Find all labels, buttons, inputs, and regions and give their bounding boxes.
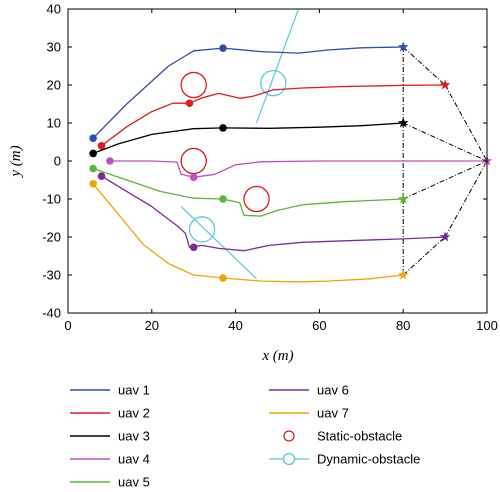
trajectory-1-end-star (397, 41, 409, 52)
legend-entry-uav-4: uav 4 (70, 452, 150, 467)
legend-entry-uav-5-label: uav 5 (118, 475, 150, 490)
trajectory-4-marker-1 (189, 173, 198, 182)
legend-entry-uav-6: uav 6 (269, 383, 349, 398)
y-tick-label-0: -40 (42, 306, 61, 321)
static-obstacle-1 (180, 147, 207, 175)
legend-entry-dynamic-obstacle-swatch (282, 452, 296, 466)
x-tick-label-5: 100 (476, 318, 498, 333)
dynamic-obstacle-path-0 (255, 8, 300, 124)
trajectory-3-end-star (397, 117, 409, 128)
trajectory-3 (92, 122, 404, 155)
y-axis-label: y (m) (8, 145, 24, 178)
trajectory-1-marker-1 (219, 44, 227, 52)
formation-link-7 (402, 236, 446, 276)
trajectory-5-marker-0 (89, 164, 97, 173)
trajectory-3-marker-1 (219, 124, 227, 132)
legend-entry-static-obstacle-label: Static-obstacle (317, 429, 402, 444)
trajectory-4 (109, 160, 487, 178)
x-tick-label-2: 40 (228, 318, 242, 333)
legend-entry-dynamic-obstacle-label: Dynamic-obstacle (317, 452, 420, 467)
legend-entry-uav-4-label: uav 4 (118, 452, 150, 467)
legend-entry-uav-1: uav 1 (70, 383, 150, 398)
static-obstacle-2 (243, 185, 270, 213)
plot-layer (89, 8, 493, 283)
x-axis-label: x (m) (261, 348, 293, 364)
formation-link-8 (444, 160, 488, 238)
legend: uav 1 uav 2 uav 3 uav 4 uav 5 uav 6 uav 7 Stati… (70, 383, 420, 490)
trajectory-7-marker-1 (219, 274, 227, 282)
y-tick-label-5: 10 (47, 116, 61, 131)
formation-link-3 (402, 46, 446, 86)
trajectory-1-marker-0 (89, 134, 97, 142)
legend-entry-uav-1-label: uav 1 (118, 383, 150, 398)
trajectory-2-marker-1 (185, 99, 194, 108)
trajectory-4-marker-0 (106, 157, 114, 165)
legend-entry-uav-2-label: uav 2 (118, 406, 150, 421)
static-obstacle-0 (180, 71, 207, 99)
legend-entry-static-obstacle: Static-obstacle (283, 429, 402, 444)
y-tick-label-8: 40 (47, 2, 61, 17)
legend-entry-uav-3-label: uav 3 (118, 429, 150, 444)
trajectory-3-marker-0 (89, 149, 97, 158)
legend-entry-dynamic-obstacle: Dynamic-obstacle (269, 452, 420, 467)
legend-entry-uav-3: uav 3 (70, 429, 150, 444)
legend-entry-uav-6-label: uav 6 (317, 383, 349, 398)
formation-link-4 (444, 84, 488, 162)
formation-link-5 (402, 122, 488, 162)
trajectory-7-marker-0 (89, 180, 97, 188)
y-tick-label-2: -20 (42, 230, 61, 245)
dynamic-obstacle-1 (188, 216, 216, 243)
trajectory-7-end-star (397, 269, 409, 280)
dynamic-obstacle-0 (260, 69, 287, 97)
legend-entry-uav-5: uav 5 (70, 475, 150, 490)
y-tick-label-7: 30 (47, 40, 61, 55)
y-tick-label-4: 0 (54, 154, 61, 169)
x-tick-label-0: 0 (64, 318, 71, 333)
legend-entry-static-obstacle-swatch (283, 430, 295, 442)
trajectory-6-end-star (439, 231, 451, 242)
y-tick-label-1: -30 (42, 268, 61, 283)
formation-link-6 (402, 160, 488, 200)
legend-entry-uav-7-label: uav 7 (317, 406, 349, 421)
trajectory-6-marker-1 (189, 243, 198, 252)
trajectory-6-marker-0 (97, 172, 106, 180)
x-tick-label-4: 80 (396, 318, 410, 333)
y-tick-label-3: -10 (42, 192, 61, 207)
trajectory-6 (101, 175, 446, 252)
dynamic-obstacle-path-1 (180, 206, 257, 280)
trajectory-5-end-star (397, 193, 409, 204)
legend-entry-uav-2: uav 2 (70, 406, 150, 421)
axis-layer: 0 20 40 60 80 100 -40 -30 -20 -10 0 10 20 30 40 (42, 2, 498, 334)
y-tick-label-6: 20 (47, 78, 61, 93)
x-tick-label-1: 20 (145, 318, 159, 333)
x-tick-label-3: 60 (312, 318, 326, 333)
trajectory-5 (92, 167, 404, 217)
trajectory-2 (101, 84, 446, 147)
trajectory-2-end-star (439, 79, 451, 90)
legend-entry-uav-7: uav 7 (269, 406, 349, 421)
trajectory-5-marker-1 (219, 195, 227, 203)
trajectory-1 (92, 46, 404, 139)
trajectory-2-marker-0 (97, 142, 106, 150)
